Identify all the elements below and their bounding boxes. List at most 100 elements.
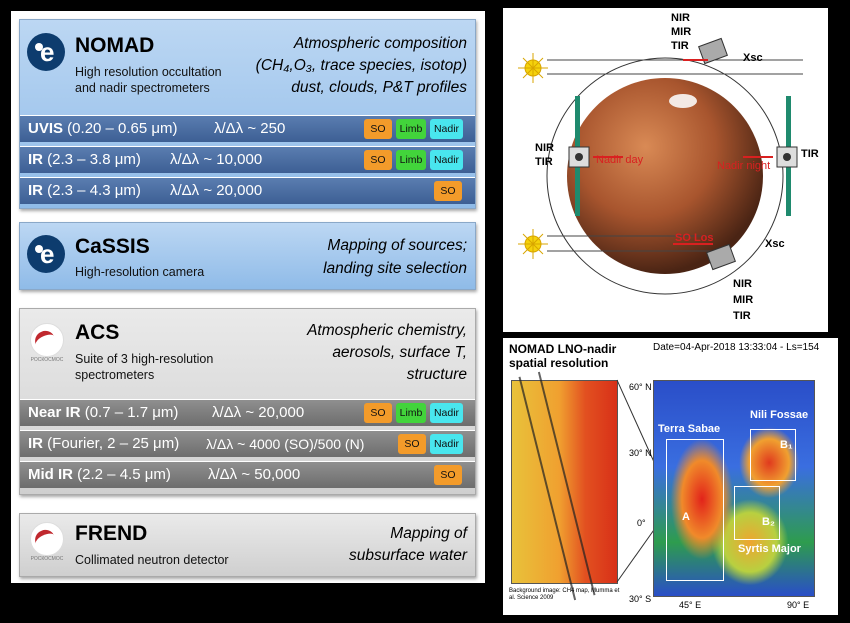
limb-tag: Limb [396,150,426,170]
esa-logo-icon: e [27,33,65,71]
range-label: (Fourier, 2 – 25 μm) [43,435,180,452]
band-label: Mid IR [28,466,73,483]
region-nili-fossae: Nili Fossae [750,409,809,421]
range-label: (2.3 – 3.8 μm) [43,151,141,168]
nomad-desc3: dust, clouds, P&T profiles [291,79,467,96]
box-a [666,439,724,581]
range-label: (2.2 – 4.5 μm) [73,466,171,483]
frend-desc2: subsurface water [348,547,467,564]
frend-card: РОСКОСМОС FREND Collimated neutron detec… [19,513,476,577]
left-tir-label: TIR [535,156,553,168]
lat-label-30s: 30° S [629,594,652,604]
bottom-tir-label: TIR [733,310,751,322]
resolving-power: λ/Δλ ~ 50,000 [208,466,301,483]
esa-logo-icon: e [27,235,65,273]
nomad-row-uvis: UVIS (0.20 – 0.65 μm) λ/Δλ ~ 250 SO Limb… [20,115,475,142]
cassis-name: CaSSIS [75,235,150,258]
nomad-row-ir1: IR (2.3 – 3.8 μm) λ/Δλ ~ 10,000 SO Limb … [20,146,475,173]
lat-label-30n: 30° N [629,448,652,458]
bottom-mir-label: MIR [733,294,754,306]
acs-name: ACS [75,321,120,344]
footprint-strip [518,371,596,601]
acs-sub2: spectrometers [75,368,155,382]
acs-card: РОСКОСМОС ACS Suite of 3 high-resolution… [19,308,476,495]
so-tag: SO [364,119,392,139]
mars-globe [567,78,763,274]
acs-row-ir-fourier: IR (Fourier, 2 – 25 μm) λ/Δλ ~ 4000 (SO)… [20,430,475,457]
roscosmos-logo-text: РОСКОСМОС [30,357,64,363]
range-label: (0.7 – 1.7 μm) [80,404,179,421]
range-label: (0.20 – 0.65 μm) [63,120,178,137]
band-label: UVIS [28,120,64,137]
main-map: A B₁ B₂ Terra Sabae Nili Fossae Syrtis M… [653,380,815,597]
band-label: IR [28,435,43,452]
xsc-label-bottom: Xsc [765,238,785,250]
nomad-row-ir2: IR (2.3 – 4.3 μm) λ/Δλ ~ 20,000 SO [20,177,475,204]
box-b2-label: B₂ [762,516,775,528]
nadir-day-label: Nadir day [596,154,644,166]
lon-label-45e: 45° E [679,600,702,610]
nomad-desc1: Atmospheric composition [293,35,467,52]
mars-polar-cap [669,94,697,108]
cassis-desc2: landing site selection [323,260,467,277]
band-label: Near IR [28,404,81,421]
nadir-tag: Nadir [430,150,463,170]
resolving-power: λ/Δλ ~ 250 [214,120,286,137]
cassis-card: e CaSSIS High-resolution camera Mapping … [19,222,476,290]
roscosmos-logo-text: РОСКОСМОС [30,556,64,562]
nomad-card: e NOMAD High resolution occultation and … [19,19,476,209]
so-tag: SO [434,465,462,485]
right-tir-label: TIR [801,148,819,160]
acs-desc1: Atmospheric chemistry, [307,322,467,339]
region-terra-sabae: Terra Sabae [658,423,721,435]
band-label: IR [28,182,43,199]
acs-row-near-ir: Near IR (0.7 – 1.7 μm) λ/Δλ ~ 20,000 SO … [20,399,475,426]
box-a-label: A [682,511,690,523]
nomad-name: NOMAD [75,34,155,57]
resolving-power: λ/Δλ ~ 10,000 [170,151,263,168]
map-date: Date=04-Apr-2018 13:33:04 - Ls=154 [653,342,820,353]
frend-sub1: Collimated neutron detector [75,553,229,567]
box-b1 [750,429,796,481]
box-b1-label: B₁ [780,439,793,451]
sun-icon [518,53,548,83]
resolving-power: λ/Δλ ~ 20,000 [170,182,263,199]
top-nir-label: NIR [671,12,690,24]
spacecraft-top [698,37,728,65]
nadir-night-label: Nadir night [717,160,771,172]
lat-label-0: 0° [637,518,646,528]
cassis-desc1: Mapping of sources; [327,237,467,254]
region-syrtis-major: Syrtis Major [738,543,801,555]
top-mir-label: MIR [671,26,692,38]
frend-name: FREND [75,522,148,545]
nomad-desc2: (CH₄,O₃, trace species, isotop) [255,57,467,74]
orbit-circle [546,57,784,295]
so-tag: SO [364,403,392,423]
nomad-sub2: and nadir spectrometers [75,81,210,95]
limb-tag: Limb [396,403,426,423]
map-title-1: NOMAD LNO-nadir [509,342,617,356]
zoom-inset [511,371,618,601]
so-tag: SO [364,150,392,170]
instrument-panel: e NOMAD High resolution occultation and … [11,11,485,583]
acs-desc3: structure [406,366,467,383]
roscosmos-logo-icon: РОСКОСМОС [26,323,68,365]
spacecraft-bottom [706,243,736,271]
so-los-label: SO Los [675,232,714,244]
so-tag: SO [434,181,462,201]
top-tir-label: TIR [671,40,689,52]
so-tag: SO [398,434,426,454]
resolving-power: λ/Δλ ~ 4000 (SO)/500 (N) [206,436,365,452]
band-label: IR [28,151,43,168]
box-b2 [734,486,780,540]
bottom-nir-label: NIR [733,278,752,290]
frend-desc1: Mapping of [390,525,467,542]
cassis-sub1: High-resolution camera [75,265,205,279]
xsc-label-top: Xsc [743,52,763,64]
nadir-tag: Nadir [430,403,463,423]
acs-desc2: aerosols, surface T, [332,344,467,361]
nadir-tag: Nadir [430,119,463,139]
orbit-svg [518,37,803,295]
nomad-sub1: High resolution occultation [75,65,222,79]
lat-label-60n: 60° N [629,382,652,392]
